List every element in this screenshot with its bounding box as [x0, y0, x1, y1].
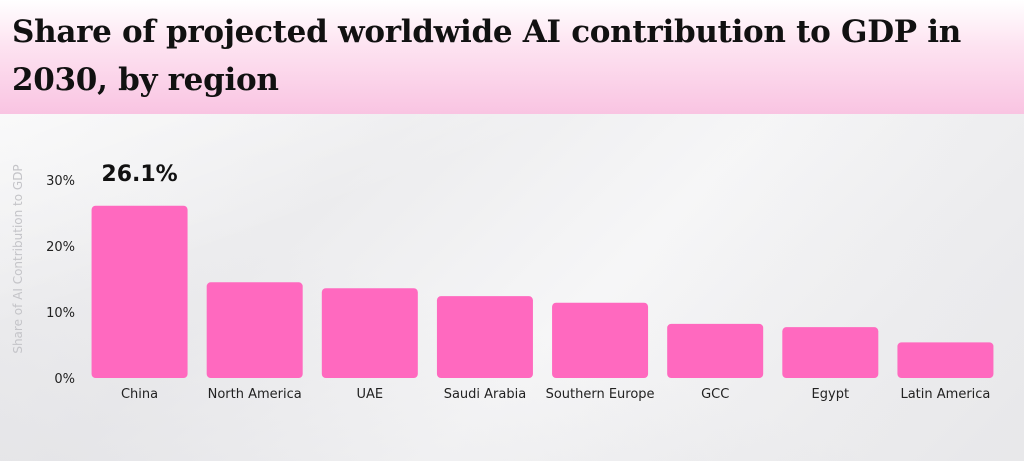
x-axis-labels: China North America UAE Saudi Arabia Souther… [121, 387, 990, 402]
title-banner: Share of projected worldwide AI contribu… [0, 0, 1024, 114]
data-label: 26.1% [101, 162, 177, 187]
x-category-label: UAE [357, 387, 384, 402]
bar-north-america [206, 282, 303, 378]
chart-title: Share of projected worldwide AI contribu… [12, 14, 962, 98]
bar-gcc [667, 323, 764, 378]
bar-latin-america [897, 342, 994, 378]
bar-china [91, 205, 188, 378]
x-category-label: Saudi Arabia [444, 387, 527, 402]
y-tick-label: 20% [46, 240, 75, 255]
bar-southern-europe [552, 302, 649, 378]
y-tick-label: 0% [54, 372, 75, 387]
data-labels: 26.1% [101, 162, 177, 187]
x-category-label: North America [208, 387, 302, 402]
x-category-label: Latin America [900, 387, 990, 402]
y-axis-label: Share of AI Contribution to GDP [11, 164, 25, 353]
bar-egypt [782, 327, 879, 378]
x-category-label: Egypt [812, 387, 850, 402]
x-category-label: China [121, 387, 158, 402]
y-tick-label: 30% [46, 174, 75, 189]
bar-uae [321, 288, 418, 378]
y-axis-ticks: 0% 10% 20% 30% [46, 174, 75, 387]
bar-saudi-arabia [436, 296, 533, 378]
x-category-label: Southern Europe [546, 387, 655, 402]
x-category-label: GCC [701, 387, 729, 402]
bars [91, 205, 994, 378]
y-tick-label: 10% [46, 306, 75, 321]
